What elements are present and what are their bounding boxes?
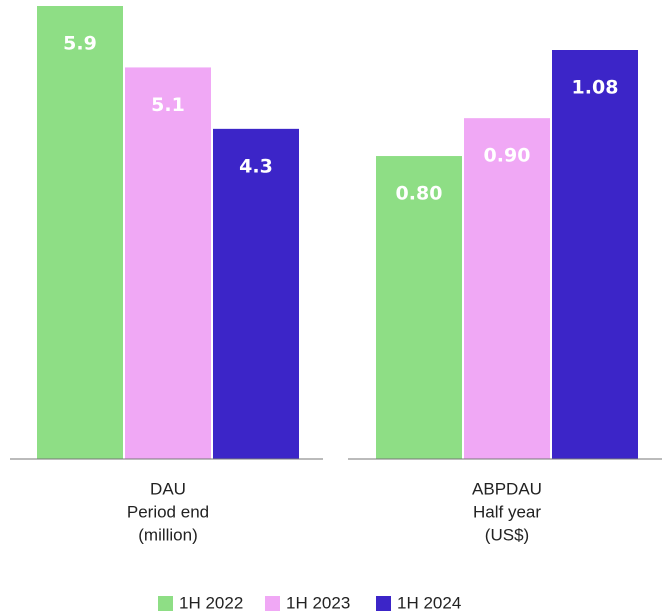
category-label: (million): [138, 525, 198, 544]
value-label: 1.08: [572, 77, 619, 99]
legend-swatch: [376, 596, 391, 611]
bar: [376, 156, 462, 459]
bar: [125, 67, 211, 459]
value-label: 5.9: [63, 33, 97, 55]
value-label: 0.90: [484, 145, 531, 167]
category-label: Half year: [473, 502, 541, 521]
category-label: Period end: [127, 502, 209, 521]
category-label: (US$): [485, 525, 529, 544]
category-label: ABPDAU: [472, 479, 542, 498]
legend-swatch: [265, 596, 280, 611]
bar: [552, 50, 638, 459]
legend-label: 1H 2023: [286, 593, 350, 612]
value-label: 4.3: [239, 155, 273, 177]
legend-label: 1H 2022: [179, 593, 243, 612]
bar: [37, 6, 123, 459]
value-label: 5.1: [151, 94, 185, 116]
legend-swatch: [158, 596, 173, 611]
legend-label: 1H 2024: [397, 593, 461, 612]
bar: [464, 118, 550, 460]
value-label: 0.80: [396, 183, 443, 205]
bar: [213, 128, 299, 459]
category-label: DAU: [150, 479, 186, 498]
